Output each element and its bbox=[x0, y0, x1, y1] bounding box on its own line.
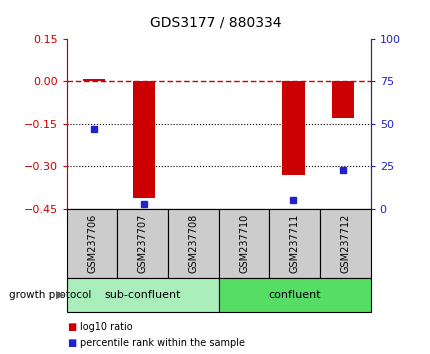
Text: confluent: confluent bbox=[268, 290, 320, 300]
Text: GSM237706: GSM237706 bbox=[87, 214, 97, 273]
Text: GDS3177 / 880334: GDS3177 / 880334 bbox=[149, 16, 281, 30]
Text: log10 ratio: log10 ratio bbox=[80, 322, 132, 332]
Text: GSM237708: GSM237708 bbox=[188, 214, 198, 273]
Text: sub-confluent: sub-confluent bbox=[104, 290, 181, 300]
Text: GSM237710: GSM237710 bbox=[239, 214, 249, 273]
Text: growth protocol: growth protocol bbox=[9, 290, 91, 300]
Text: GSM237711: GSM237711 bbox=[289, 214, 299, 273]
Bar bbox=[83, 79, 105, 81]
Text: GSM237707: GSM237707 bbox=[138, 214, 147, 273]
Text: percentile rank within the sample: percentile rank within the sample bbox=[80, 338, 244, 348]
Text: ■: ■ bbox=[67, 322, 76, 332]
Bar bbox=[132, 81, 155, 198]
Text: GSM237712: GSM237712 bbox=[340, 214, 350, 273]
Text: ■: ■ bbox=[67, 338, 76, 348]
Bar bbox=[282, 81, 304, 175]
Bar bbox=[331, 81, 353, 118]
Text: ▶: ▶ bbox=[56, 290, 64, 300]
